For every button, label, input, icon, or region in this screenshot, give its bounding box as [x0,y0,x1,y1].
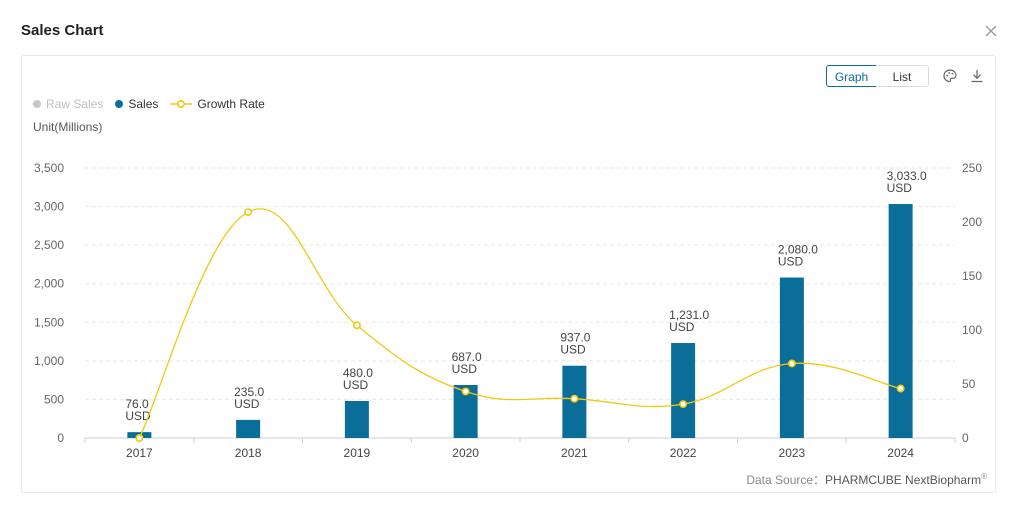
legend-item-sales[interactable]: Sales [115,97,158,111]
y-left-tick-label: 2,000 [34,277,64,291]
bar-unit-label: USD [125,409,151,423]
y-left-tick-label: 1,500 [34,315,64,329]
y-left-tick-label: 2,500 [34,238,64,252]
growth-rate-point [570,394,579,403]
bar-unit-label: USD [452,362,478,376]
legend-item-growth-rate[interactable]: Growth Rate [170,97,265,111]
x-tick-label: 2024 [887,446,914,460]
x-tick-label: 2021 [561,446,588,460]
chart-title: Sales Chart [21,22,104,39]
bar-value-label: 76.0 [125,397,149,411]
legend-label: Sales [128,97,159,111]
legend-label: Raw Sales [46,97,104,111]
y-right-tick-label: 0 [962,431,969,445]
growth-rate-point [461,387,470,396]
chart-panel [21,55,996,493]
bar-value-label: 480.0 [343,366,373,380]
bar-value-label: 2,080.0 [778,243,818,257]
legend-label: Growth Rate [197,97,265,111]
bar-unit-label: USD [669,320,695,334]
growth-rate-point [787,359,796,368]
y-left-tick-label: 500 [44,392,64,406]
bar-value-label: 937.0 [560,331,590,345]
bar [888,204,913,438]
bar-unit-label: USD [234,397,260,411]
y-left-tick-label: 3,000 [34,200,64,214]
graph-view-button[interactable]: Graph [826,65,877,87]
bar-unit-label: USD [887,181,913,195]
x-tick-label: 2023 [779,446,806,460]
legend-item-raw-sales[interactable]: Raw Sales [33,97,103,111]
chart-legend: Raw Sales Sales Growth Rate [33,97,265,111]
growth-rate-line [138,208,901,439]
x-tick-label: 2019 [344,446,371,460]
bar-value-label: 3,033.0 [887,169,927,183]
legend-dot-icon [115,100,124,108]
growth-rate-point [135,433,144,442]
x-tick-label: 2017 [126,446,153,460]
bar-value-label: 235.0 [234,385,264,399]
bar [779,277,804,438]
y-right-tick-label: 150 [962,269,982,283]
data-source-name: PHARMCUBE NextBiopharm [825,473,982,487]
bar [671,343,696,438]
close-icon[interactable] [982,22,1000,40]
growth-rate-point [896,384,905,393]
registered-mark: ® [981,472,987,481]
bar [236,419,261,438]
bar-unit-label: USD [778,255,804,269]
download-icon[interactable] [969,68,985,84]
growth-rate-point [352,321,361,330]
y-left-tick-label: 3,500 [34,161,64,175]
x-tick-label: 2020 [452,446,479,460]
x-tick-label: 2022 [670,446,697,460]
growth-rate-point [244,208,253,217]
line-marker-icon [170,99,193,109]
data-source: Data Source：PHARMCUBE NextBiopharm® [746,471,987,488]
palette-icon[interactable] [942,68,958,84]
bar-unit-label: USD [560,343,586,357]
list-view-button[interactable]: List [876,65,929,87]
bar-value-label: 687.0 [452,350,482,364]
bar-unit-label: USD [343,378,369,392]
y-right-tick-label: 50 [962,377,976,391]
bar [344,400,369,438]
legend-dot-icon [33,100,41,108]
growth-rate-point [679,400,688,409]
unit-label: Unit(Millions) [33,120,103,134]
x-tick-label: 2018 [235,446,262,460]
bar-value-label: 1,231.0 [669,308,709,322]
y-left-tick-label: 1,000 [34,354,64,368]
data-source-prefix: Data Source： [746,473,826,487]
y-right-tick-label: 250 [962,161,982,175]
y-right-tick-label: 100 [962,323,982,337]
y-right-tick-label: 200 [962,215,982,229]
y-left-tick-label: 0 [57,431,64,445]
